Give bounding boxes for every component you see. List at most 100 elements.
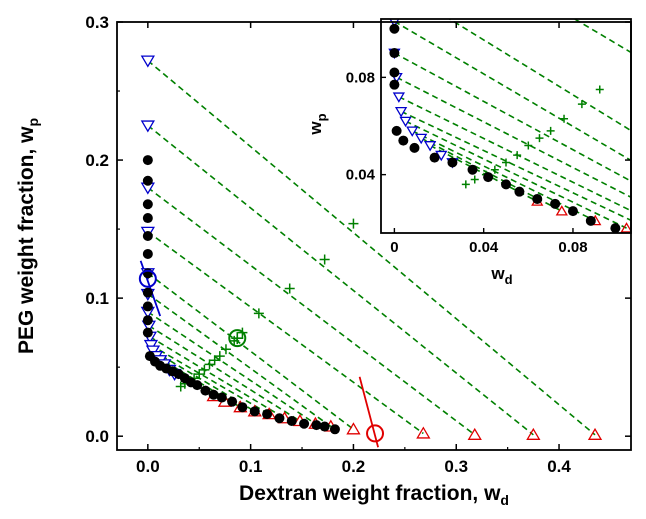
- main-filled-circle-point-26: [249, 406, 260, 417]
- main-filled-circle-point-23: [216, 392, 227, 403]
- inset-open-triangle-up-point-4: [620, 222, 631, 233]
- inset-filled-circle-point-3: [389, 67, 400, 78]
- main-filled-circle-point-1: [142, 155, 153, 166]
- inset-open-triangle-down-point-12: [406, 126, 419, 137]
- inset-filled-circle-point-7: [409, 142, 420, 153]
- main-highlight-circle-2: [228, 329, 247, 348]
- inset-plus-point-11: [577, 100, 586, 109]
- inset-open-triangle-down-point-9: [392, 92, 405, 103]
- main-x-axis-title: Dextran weight fraction, wd: [239, 482, 509, 508]
- inset-filled-circle-point-11: [483, 172, 494, 183]
- inset-data-points: [388, 19, 639, 233]
- inset-filled-circle-point-15: [550, 198, 561, 209]
- inset-open-triangle-down-point-10: [394, 107, 408, 118]
- main-y-tick-label-4: 0.3: [85, 13, 109, 32]
- main-axis-ticks: 0.0 0.1 0.2 0.3 0.4 0.0 0.1 0.2 0.3: [85, 13, 631, 476]
- inset-filled-circle-point-14: [532, 193, 543, 204]
- inset-x-axis-title: wd: [490, 264, 512, 287]
- inset-open-triangle-down-point-14: [423, 141, 437, 152]
- main-filled-circle-point-33: [329, 424, 340, 435]
- inset-plus-point-8: [535, 134, 544, 143]
- inset-filled-circle-point-10: [467, 164, 478, 175]
- main-plus-point-10: [220, 344, 231, 355]
- main-filled-circle-point-20: [192, 380, 203, 391]
- main-y-axis-title-subscript: p: [25, 118, 41, 127]
- inset-filled-circle-point-9: [447, 157, 458, 168]
- inset-filled-circle-point-5: [391, 125, 402, 136]
- main-y-tick-label-3: 0.2: [85, 151, 109, 170]
- main-filled-circle-point-6: [142, 248, 153, 259]
- inset-y-tick-label-1: 0.04: [346, 167, 376, 184]
- main-tie-line-2: [147, 124, 534, 436]
- main-filled-circle-point-8: [142, 287, 153, 298]
- main-filled-circle-point-2: [142, 175, 153, 186]
- inset-plus-point-12: [595, 85, 604, 94]
- main-filled-circle-point-10: [142, 315, 153, 326]
- main-tie-line-7: [147, 311, 316, 425]
- inset-plus-point-2: [470, 175, 479, 184]
- main-plus-point-16: [348, 218, 359, 229]
- main-tie-line-4: [147, 231, 424, 435]
- main-highlight-circle-1: [138, 269, 157, 288]
- inset-open-triangle-down-point-13: [415, 133, 428, 145]
- main-filled-circle-point-24: [227, 396, 238, 407]
- main-open-triangle-up-point-10: [346, 422, 361, 435]
- main-y-tick-label-2: 0.1: [85, 289, 109, 308]
- inset-tie-line-12: [411, 130, 596, 222]
- main-highlight-plus-2: [231, 332, 244, 345]
- main-filled-circle-point-29: [286, 416, 297, 427]
- inset-y-axis-title: wp: [306, 113, 329, 135]
- main-y-axis-title: PEG weight fraction, wp: [15, 118, 41, 354]
- inset-open-triangle-down-point-11: [399, 116, 412, 128]
- main-tie-line-6: [147, 293, 332, 428]
- main-highlight-circle-3: [366, 424, 385, 443]
- inset-plus-point-4: [490, 165, 499, 174]
- main-open-triangle-up-point-13: [526, 427, 541, 440]
- main-filled-circle-point-9: [142, 301, 153, 312]
- inset-filled-circle-point-1: [389, 23, 400, 34]
- main-x-tick-label-5: 0.4: [547, 457, 571, 476]
- inset-plus-point-1: [461, 180, 470, 189]
- main-plus-point-5: [194, 369, 205, 380]
- main-tie-line-10: [150, 344, 270, 415]
- inset-axis-ticks: 0 0.04 0.08 0.04 0.08: [346, 69, 588, 256]
- inset-filled-circle-point-2: [389, 48, 400, 59]
- main-tie-line-5: [147, 272, 354, 430]
- main-highlight-markers: [138, 269, 385, 443]
- main-plus-point-7: [204, 359, 215, 370]
- inset-plus-point-13: [631, 51, 639, 59]
- main-plus-point-9: [214, 351, 225, 362]
- inset-plot-frame: [380, 18, 632, 234]
- inset-filled-circle-point-17: [585, 215, 596, 226]
- main-plus-point-13: [253, 308, 264, 319]
- main-open-triangle-up-point-14: [587, 427, 603, 440]
- main-filled-circle-point-28: [274, 413, 285, 424]
- inset-plus-point-9: [546, 126, 555, 135]
- inset-y-axis-title-subscript: p: [314, 113, 329, 121]
- main-open-triangle-up-point-12: [467, 427, 482, 440]
- main-plus-point-6: [199, 364, 210, 375]
- inset-filled-circle-point-12: [501, 179, 511, 190]
- inset-x-tick-label-3: 0.08: [558, 239, 587, 256]
- main-filled-circle-point-5: [142, 231, 153, 241]
- inset-tie-line-5: [448, 19, 631, 132]
- main-filled-circle-point-32: [319, 421, 330, 432]
- inset-tie-line-11: [405, 120, 627, 229]
- main-filled-circle-point-21: [200, 385, 211, 396]
- main-tie-line-3: [147, 187, 476, 436]
- inset-x-axis-title-subscript: d: [505, 272, 513, 287]
- inset-plus-point-6: [513, 151, 522, 160]
- main-filled-circle-point-11: [142, 327, 153, 338]
- inset-plus-point-7: [524, 141, 533, 150]
- main-x-tick-label-1: 0.0: [136, 457, 160, 476]
- main-x-axis-title-subscript: d: [500, 492, 509, 508]
- main-filled-circle-point-22: [208, 389, 219, 400]
- main-filled-circle-point-31: [311, 420, 322, 431]
- main-slope-line-2: [358, 376, 379, 448]
- inset-filled-circle-point-6: [398, 135, 409, 146]
- main-plus-point-15: [319, 254, 330, 265]
- inset-y-tick-label-2: 0.08: [346, 69, 375, 86]
- main-plot-frame: [116, 21, 632, 451]
- main-filled-circle-point-7: [142, 268, 153, 279]
